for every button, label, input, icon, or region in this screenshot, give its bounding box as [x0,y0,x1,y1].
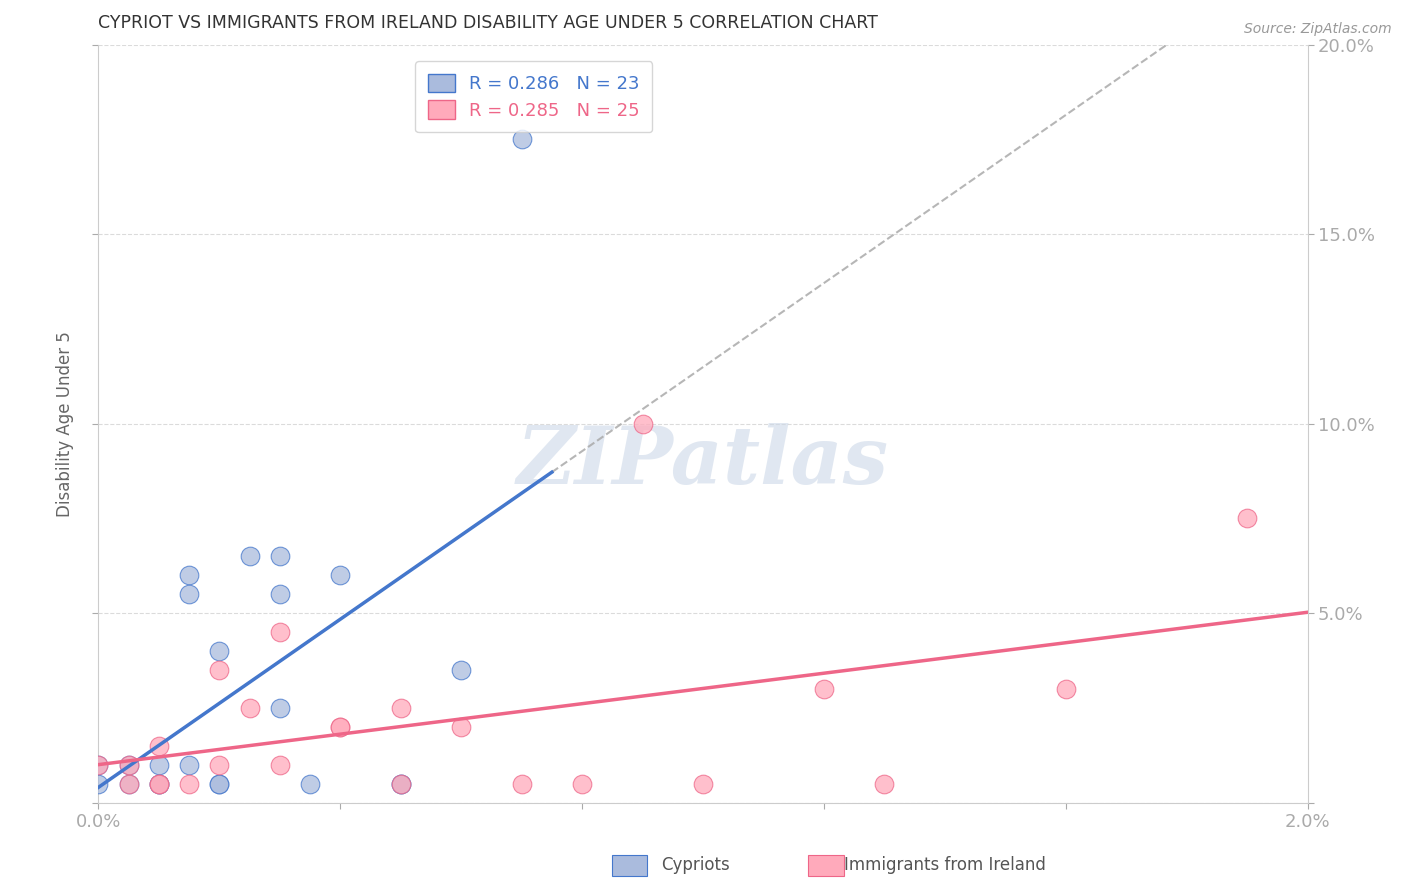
Point [1236,511,1258,525]
Point [269,701,291,715]
Point [631,417,654,431]
Point [208,777,231,791]
Point [118,758,141,772]
Point [87,777,110,791]
Point [269,587,291,601]
Point [87,758,110,772]
Point [692,777,714,791]
Point [179,777,201,791]
Point [389,777,412,791]
Point [148,777,170,791]
Point [239,549,262,564]
Point [148,758,170,772]
Point [87,758,110,772]
Legend: R = 0.286   N = 23, R = 0.285   N = 25: R = 0.286 N = 23, R = 0.285 N = 25 [415,62,652,132]
Point [389,777,412,791]
Text: Immigrants from Ireland: Immigrants from Ireland [844,856,1046,874]
Text: ZIPatlas: ZIPatlas [517,423,889,500]
Point [299,777,322,791]
Point [118,758,141,772]
Point [329,568,352,582]
Point [269,625,291,640]
Y-axis label: Disability Age Under 5: Disability Age Under 5 [56,331,75,516]
Point [510,132,533,146]
Point [329,720,352,734]
Point [179,758,201,772]
Point [269,549,291,564]
Point [148,739,170,753]
Point [450,720,472,734]
Point [269,758,291,772]
Point [389,701,412,715]
Point [148,777,170,791]
Point [208,663,231,677]
Point [813,682,835,697]
Point [329,720,352,734]
Text: CYPRIOT VS IMMIGRANTS FROM IRELAND DISABILITY AGE UNDER 5 CORRELATION CHART: CYPRIOT VS IMMIGRANTS FROM IRELAND DISAB… [98,14,879,32]
Text: Cypriots: Cypriots [661,856,730,874]
Point [239,701,262,715]
Point [510,777,533,791]
Point [1054,682,1077,697]
Point [389,777,412,791]
Point [873,777,896,791]
Text: Source: ZipAtlas.com: Source: ZipAtlas.com [1244,22,1392,37]
Point [208,777,231,791]
Point [571,777,593,791]
Point [450,663,472,677]
Point [208,644,231,658]
Point [179,587,201,601]
Point [118,777,141,791]
Point [208,758,231,772]
Point [148,777,170,791]
Point [148,777,170,791]
Point [179,568,201,582]
Point [118,777,141,791]
